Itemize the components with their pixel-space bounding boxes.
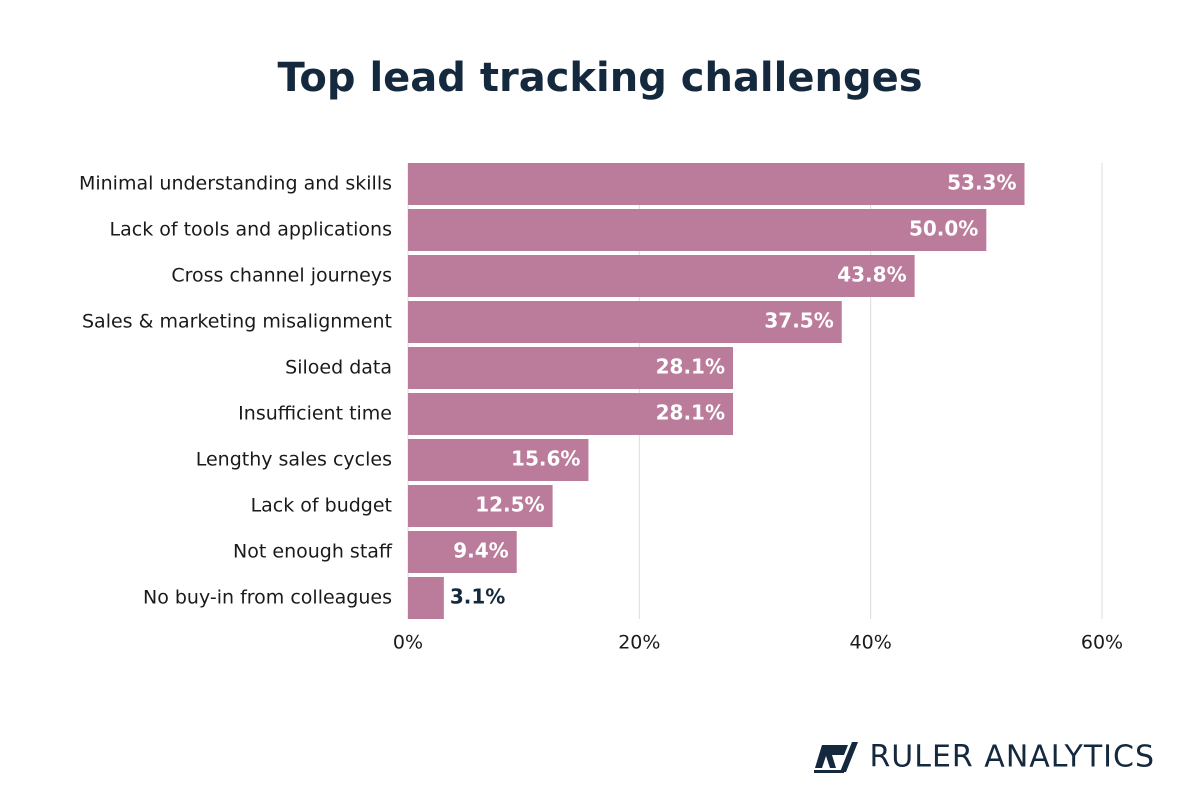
value-label: 12.5% [475, 493, 544, 517]
category-label: Insufficient time [238, 403, 392, 425]
logo-underline [814, 770, 844, 773]
category-label: No buy-in from colleagues [143, 587, 392, 609]
category-label: Not enough staff [233, 541, 393, 563]
value-label: 43.8% [837, 263, 906, 287]
bar [408, 301, 842, 343]
category-label: Lengthy sales cycles [196, 449, 392, 471]
x-tick-label: 60% [1081, 632, 1123, 654]
logo-r [815, 745, 848, 768]
bar [408, 347, 734, 389]
category-label: Sales & marketing misalignment [82, 311, 392, 333]
brand-name: RULER ANALYTICS [869, 740, 1155, 775]
bar [408, 163, 1025, 205]
value-label: 15.6% [511, 447, 580, 471]
category-label: Lack of budget [251, 495, 392, 517]
bar [408, 209, 987, 251]
value-label: 53.3% [947, 171, 1016, 195]
value-label: 50.0% [909, 217, 978, 241]
logo-slash [840, 742, 858, 772]
value-label: 28.1% [656, 355, 725, 379]
bar [408, 577, 444, 619]
value-label: 28.1% [656, 401, 725, 425]
value-label: 9.4% [453, 539, 508, 563]
brand-logo [814, 742, 858, 773]
bar [408, 485, 553, 527]
x-tick-label: 20% [618, 632, 660, 654]
value-label: 3.1% [450, 585, 505, 609]
category-label: Lack of tools and applications [110, 219, 392, 241]
bar [408, 255, 915, 297]
x-tick-label: 0% [393, 632, 423, 654]
category-label: Minimal understanding and skills [79, 173, 392, 195]
bar [408, 531, 517, 573]
chart-title: Top lead tracking challenges [277, 55, 922, 101]
category-label: Siloed data [285, 357, 392, 379]
x-tick-label: 40% [850, 632, 892, 654]
bar [408, 393, 734, 435]
category-label: Cross channel journeys [171, 265, 392, 287]
bar [408, 439, 589, 481]
value-label: 37.5% [764, 309, 833, 333]
